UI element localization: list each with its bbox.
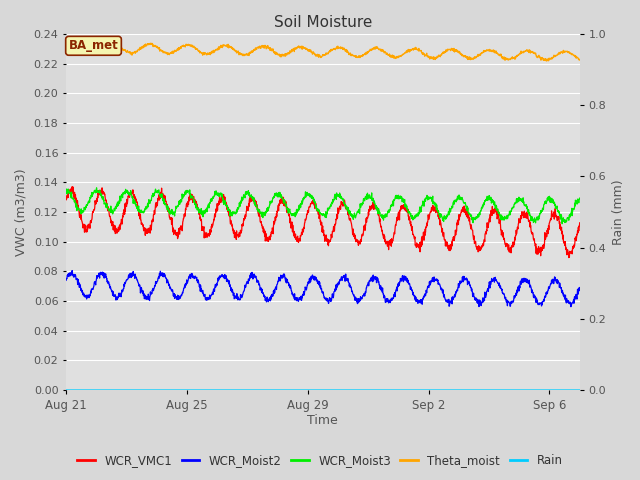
Title: Soil Moisture: Soil Moisture bbox=[274, 15, 372, 30]
X-axis label: Time: Time bbox=[307, 414, 339, 427]
Y-axis label: VWC (m3/m3): VWC (m3/m3) bbox=[15, 168, 28, 256]
Legend: WCR_VMC1, WCR_Moist2, WCR_Moist3, Theta_moist, Rain: WCR_VMC1, WCR_Moist2, WCR_Moist3, Theta_… bbox=[72, 449, 568, 472]
Y-axis label: Rain (mm): Rain (mm) bbox=[612, 179, 625, 245]
Text: BA_met: BA_met bbox=[68, 39, 118, 52]
